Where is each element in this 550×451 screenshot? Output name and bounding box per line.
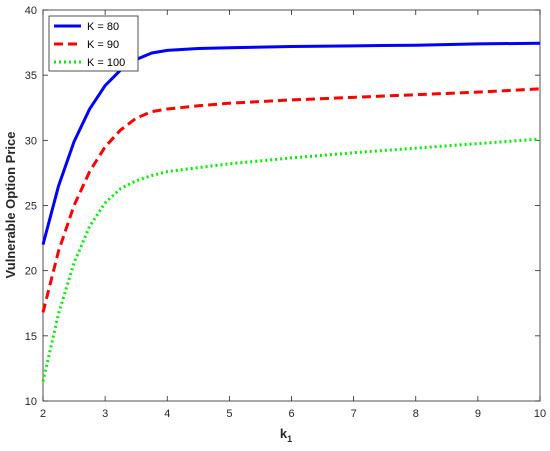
y-tick-label: 40 (25, 5, 37, 17)
legend-label-k80: K = 80 (87, 21, 119, 33)
x-tick-label: 2 (40, 408, 46, 420)
x-axis-ticks: 2 3 4 5 6 7 8 9 10 (40, 10, 546, 420)
x-tick-label: 9 (475, 408, 481, 420)
legend: K = 80 K = 90 K = 100 (48, 15, 139, 72)
x-axis-label: k1 (280, 426, 292, 444)
legend-label-k90: K = 90 (87, 39, 119, 51)
series-lines (41, 41, 541, 382)
y-tick-label: 30 (25, 135, 37, 147)
legend-label-k100: K = 100 (87, 57, 125, 69)
x-tick-label: 4 (164, 408, 170, 420)
x-tick-label: 10 (534, 408, 546, 420)
y-tick-label: 20 (25, 266, 37, 278)
x-tick-label: 5 (226, 408, 232, 420)
x-tick-label: 8 (413, 408, 419, 420)
plot-area (42, 9, 541, 402)
x-axis-label-main: k (280, 426, 288, 441)
series-line-k-80 (41, 41, 541, 245)
series-line-k-90 (41, 87, 541, 313)
y-tick-label: 15 (25, 331, 37, 343)
y-tick-label: 25 (25, 201, 37, 213)
y-axis-ticks: 10 15 20 25 30 35 40 (25, 5, 540, 408)
x-tick-label: 3 (102, 408, 108, 420)
y-axis-label: Vulnerable Option Price (3, 132, 18, 279)
x-axis-label-subscript: 1 (287, 434, 292, 444)
y-tick-label: 35 (25, 70, 37, 82)
x-tick-label: 6 (288, 408, 294, 420)
x-tick-label: 7 (351, 408, 357, 420)
y-tick-label: 10 (25, 396, 37, 408)
